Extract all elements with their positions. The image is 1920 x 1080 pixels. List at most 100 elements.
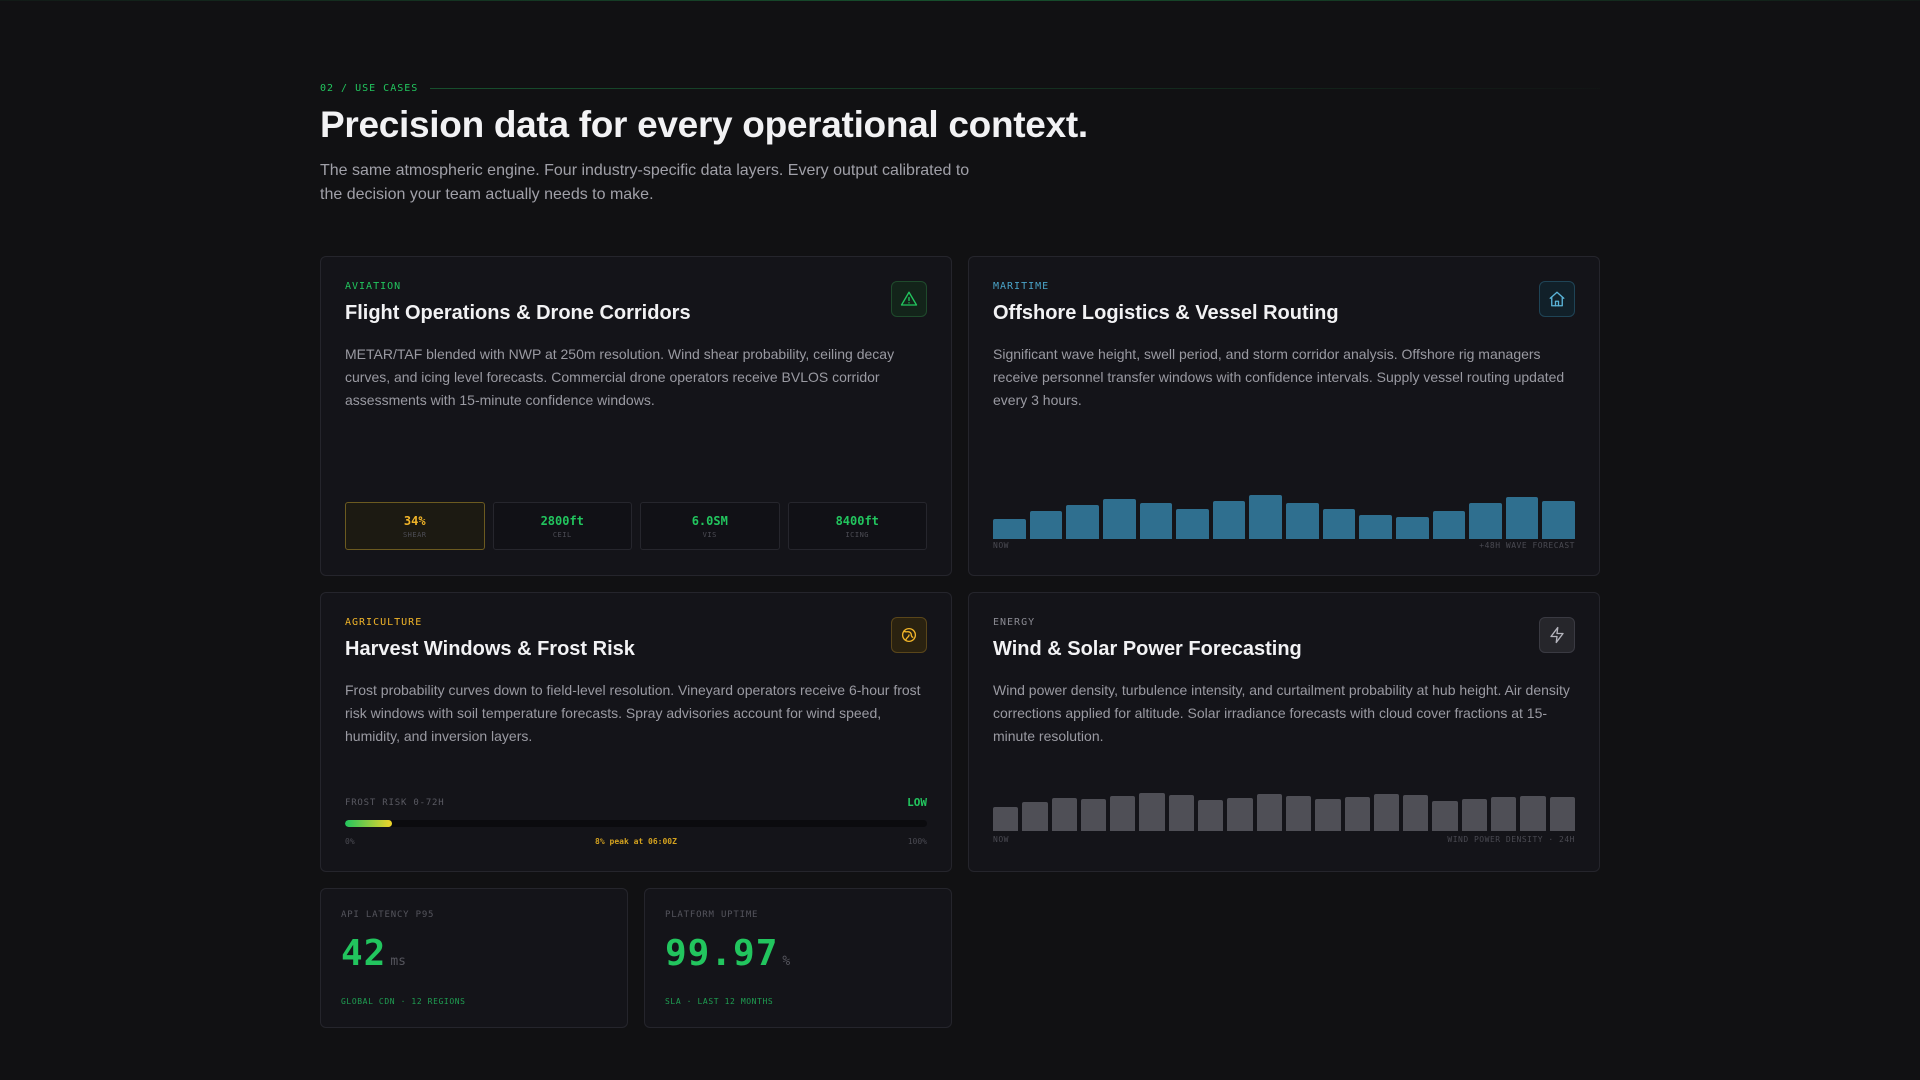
power-bar-3: [1080, 799, 1107, 831]
power-bar-7: [1198, 800, 1224, 831]
uptime-value: 99.97: [665, 933, 779, 974]
wave-bar-4: [1139, 503, 1173, 539]
maritime-card[interactable]: MARITIME Offshore Logistics & Vessel Rou…: [968, 256, 1600, 576]
power-bar-18: [1520, 796, 1546, 831]
energy-description: Wind power density, turbulence intensity…: [993, 682, 1570, 744]
power-bar-5: [1139, 793, 1165, 831]
frost-scale-max: 100%: [907, 837, 927, 846]
wave-bar-6: [1212, 501, 1246, 539]
aviation-tag: AVIATION: [345, 281, 402, 292]
power-bar-6: [1168, 795, 1195, 831]
latency-label: API LATENCY P95: [341, 910, 435, 920]
power-bar-17: [1491, 797, 1517, 831]
wind-power-chart: [993, 791, 1575, 831]
power-bar-8: [1227, 798, 1253, 831]
metric-shear: 34% SHEAR: [345, 502, 485, 550]
uptime-footnote: SLA · LAST 12 MONTHS: [665, 997, 774, 1006]
uptime-value-group: 99.97 %: [665, 933, 790, 974]
frost-scale-min: 0%: [345, 837, 355, 846]
frost-risk-bar: [345, 820, 927, 827]
lightning-bolt-icon: [1539, 617, 1575, 653]
uptime-stat-card: PLATFORM UPTIME 99.97 % SLA · LAST 12 MO…: [644, 888, 952, 1028]
section-eyebrow: 02 / USE CASES: [320, 82, 419, 94]
latency-value-group: 42 ms: [341, 933, 406, 974]
power-bar-16: [1461, 799, 1488, 831]
wave-bar-7: [1249, 495, 1282, 539]
energy-title: Wind & Solar Power Forecasting: [993, 638, 1302, 660]
frost-risk-level: LOW: [907, 796, 927, 809]
power-bar-1: [1022, 802, 1048, 831]
wave-bar-5: [1176, 509, 1209, 539]
home-icon: [1539, 281, 1575, 317]
wave-bar-12: [1432, 511, 1466, 539]
energy-card[interactable]: ENERGY Wind & Solar Power Forecasting Wi…: [968, 592, 1600, 872]
agriculture-card[interactable]: AGRICULTURE Harvest Windows & Frost Risk…: [320, 592, 952, 872]
globe-icon: [891, 617, 927, 653]
power-bar-13: [1373, 794, 1400, 831]
eyebrow-divider: [430, 87, 1600, 89]
aviation-card[interactable]: AVIATION Flight Operations & Drone Corri…: [320, 256, 952, 576]
wave-bar-13: [1469, 503, 1502, 539]
maritime-description: Significant wave height, swell period, a…: [993, 346, 1565, 408]
power-bar-14: [1403, 795, 1429, 831]
wave-forecast-chart: [993, 487, 1575, 539]
wave-bar-2: [1066, 505, 1099, 539]
metric-visibility-value: 6.0SM: [691, 513, 728, 528]
power-bar-12: [1344, 797, 1370, 831]
power-chart-start-label: NOW: [993, 835, 1009, 844]
uptime-label: PLATFORM UPTIME: [665, 910, 759, 920]
wave-bar-10: [1359, 515, 1392, 539]
wave-bar-1: [1029, 511, 1063, 539]
metric-ceiling-value: 2800ft: [540, 513, 584, 528]
wave-bar-15: [1542, 501, 1575, 539]
section-title: Precision data for every operational con…: [320, 104, 1088, 145]
use-cases-section: 02 / USE CASES Precision data for every …: [320, 0, 1600, 1080]
wave-bar-14: [1505, 497, 1539, 539]
aviation-metrics: 34% SHEAR 2800ft CEIL 6.0SM VIS 8400ft I…: [345, 502, 927, 550]
metric-ceiling-label: CEIL: [552, 530, 572, 539]
metric-icing-label: ICING: [845, 530, 870, 539]
frost-risk-fill: [345, 820, 392, 827]
wave-bar-3: [1102, 499, 1136, 539]
metric-icing: 8400ft ICING: [787, 502, 927, 550]
frost-risk-label: FROST RISK 0-72H: [345, 798, 445, 808]
metric-visibility: 6.0SM VIS: [640, 502, 780, 550]
aviation-description: METAR/TAF blended with NWP at 250m resol…: [345, 346, 895, 408]
latency-stat-card: API LATENCY P95 42 ms GLOBAL CDN · 12 RE…: [320, 888, 628, 1028]
agriculture-title: Harvest Windows & Frost Risk: [345, 638, 635, 660]
agriculture-description: Frost probability curves down to field-l…: [345, 682, 921, 744]
power-bar-0: [993, 807, 1019, 831]
wave-bar-8: [1286, 503, 1319, 539]
wave-bar-0: [993, 519, 1026, 539]
latency-value: 42: [341, 933, 387, 974]
aviation-title: Flight Operations & Drone Corridors: [345, 302, 691, 324]
frost-peak-note: 8% peak at 06:00Z: [595, 837, 677, 846]
energy-tag: ENERGY: [993, 617, 1036, 628]
power-chart-end-label: WIND POWER DENSITY · 24H: [1447, 835, 1575, 844]
wave-chart-end-label: +48H WAVE FORECAST: [1479, 541, 1575, 550]
latency-unit: ms: [390, 954, 407, 969]
power-bar-19: [1549, 797, 1575, 831]
metric-ceiling: 2800ft CEIL: [492, 502, 632, 550]
section-eyebrow-row: 02 / USE CASES: [320, 81, 1600, 95]
power-bar-15: [1432, 801, 1458, 831]
metric-shear-value: 34%: [403, 513, 426, 528]
metric-shear-label: SHEAR: [402, 530, 427, 539]
metric-icing-value: 8400ft: [835, 513, 879, 528]
maritime-tag: MARITIME: [993, 281, 1050, 292]
latency-footnote: GLOBAL CDN · 12 REGIONS: [341, 997, 466, 1006]
wave-bar-11: [1395, 517, 1429, 539]
wave-bar-9: [1322, 509, 1356, 539]
uptime-unit: %: [782, 954, 791, 969]
wave-chart-start-label: NOW: [993, 541, 1009, 550]
warning-triangle-icon: [891, 281, 927, 317]
metric-visibility-label: VIS: [702, 530, 717, 539]
power-bar-10: [1285, 796, 1312, 831]
maritime-title: Offshore Logistics & Vessel Routing: [993, 302, 1339, 324]
agriculture-tag: AGRICULTURE: [345, 617, 423, 628]
power-bar-2: [1051, 798, 1077, 831]
power-bar-4: [1110, 796, 1136, 831]
power-bar-11: [1315, 799, 1341, 831]
section-subtitle: The same atmospheric engine. Four indust…: [320, 162, 970, 203]
power-bar-9: [1256, 794, 1282, 831]
